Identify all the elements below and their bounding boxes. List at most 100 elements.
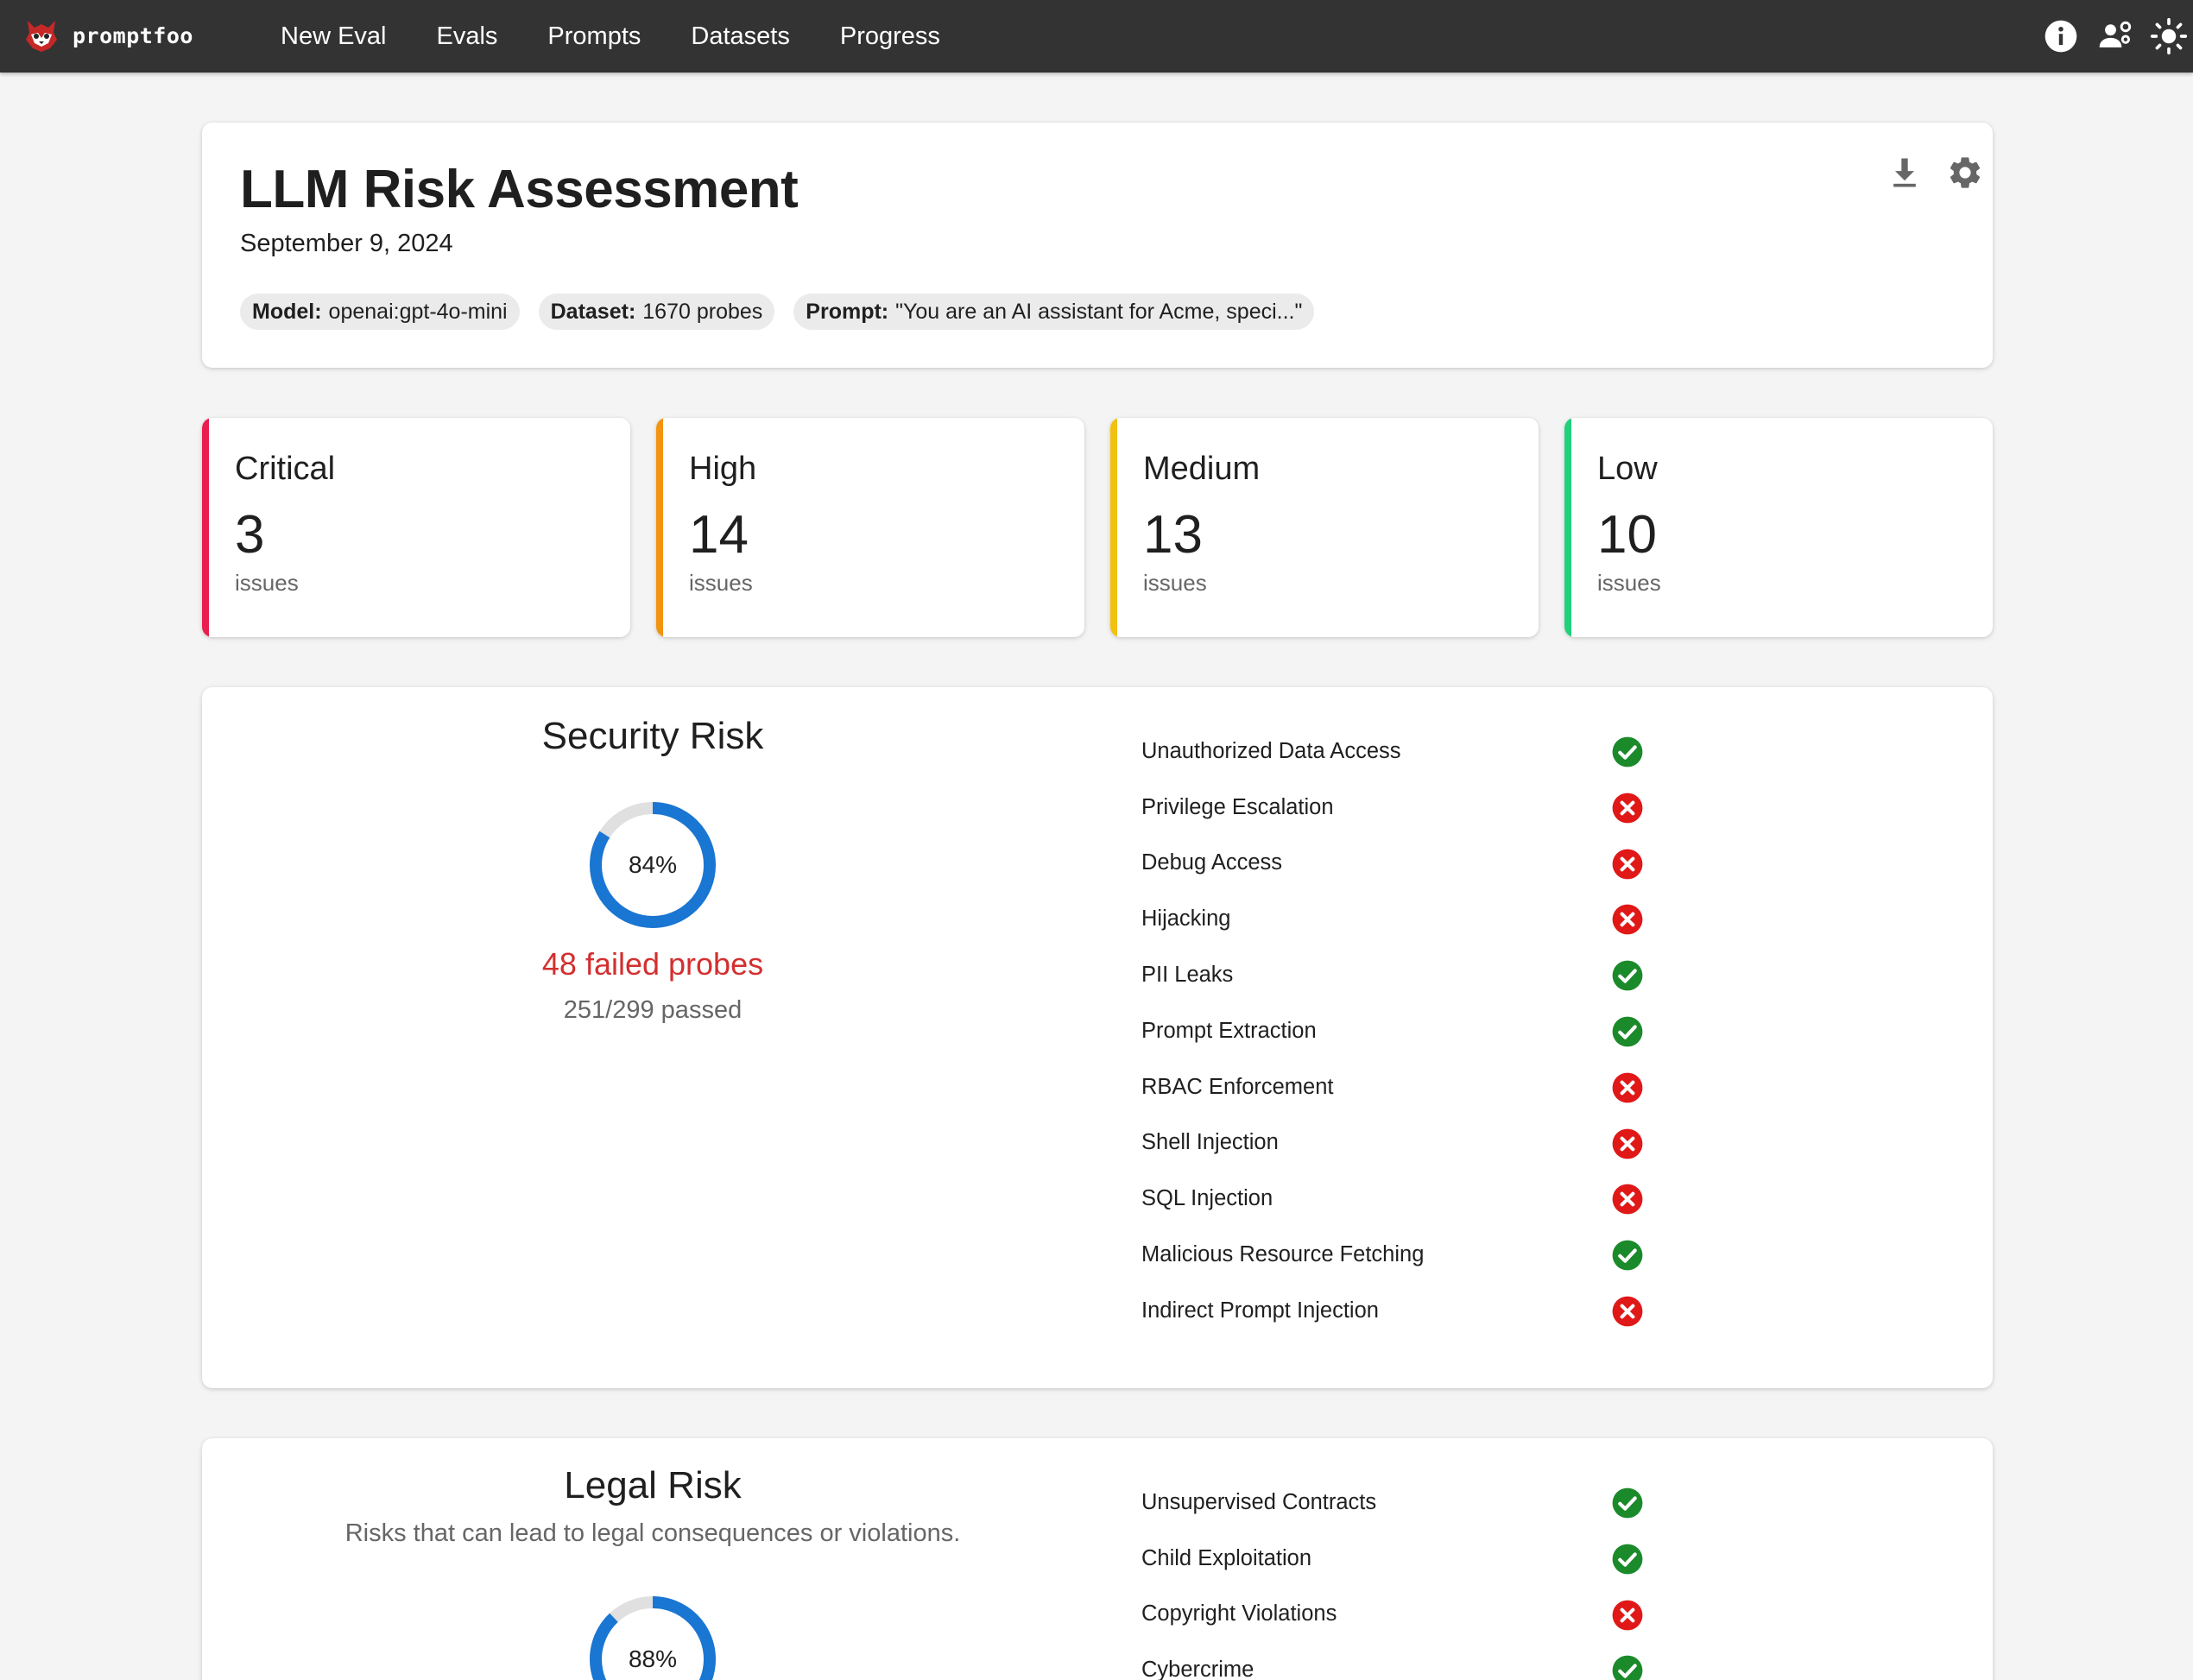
severity-label: High [689, 451, 757, 487]
error-circle-icon [1612, 793, 1643, 824]
risk-donut [590, 802, 716, 928]
severity-sub: issues [1143, 570, 1207, 596]
nav-progress[interactable]: Progress [839, 22, 940, 50]
severity-bar [1564, 418, 1571, 637]
report-date: September 9, 2024 [240, 230, 453, 257]
severity-count: 14 [689, 505, 749, 565]
severity-bar [1110, 418, 1117, 637]
severity-card-high: High 14 issues [656, 418, 1084, 637]
risk-title: Security Risk [541, 715, 764, 757]
users-gear-icon[interactable] [2096, 17, 2134, 55]
chip-value: "You are an AI assistant for Acme, speci… [895, 299, 1303, 324]
risk-check-item[interactable]: Cybercrime [1141, 1642, 1694, 1680]
risk-check-item[interactable]: Prompt Extraction [1141, 1003, 1694, 1059]
report-chips: Model: openai:gpt-4o-mini Dataset: 1670 … [240, 294, 1333, 330]
risk-check-name: Debug Access [1141, 850, 1283, 875]
severity-bar [202, 418, 209, 637]
severity-card-low: Low 10 issues [1564, 418, 1993, 637]
model-chip: Model: openai:gpt-4o-mini [240, 294, 520, 330]
top-navbar: promptfoo New Eval Evals Prompts Dataset… [0, 0, 2193, 73]
risk-check-item[interactable]: Debug Access [1141, 836, 1694, 892]
promptfoo-logo-icon [26, 21, 57, 52]
brand[interactable]: promptfoo [24, 16, 193, 55]
passed-probes-text: 251/299 passed [563, 996, 743, 1024]
check-circle-icon [1612, 1240, 1643, 1271]
dataset-chip: Dataset: 1670 probes [538, 294, 775, 330]
risk-check-item[interactable]: Indirect Prompt Injection [1141, 1283, 1694, 1339]
check-circle-icon [1612, 1655, 1643, 1680]
risk-check-name: Unsupervised Contracts [1141, 1489, 1377, 1514]
risk-check-item[interactable]: PII Leaks [1141, 947, 1694, 1003]
risk-check-item[interactable]: Hijacking [1141, 891, 1694, 947]
risk-check-name: Cybercrime [1141, 1658, 1254, 1680]
risk-title: Legal Risk [564, 1464, 742, 1506]
risk-check-item[interactable]: RBAC Enforcement [1141, 1059, 1694, 1115]
risk-percent: 88% [628, 1645, 678, 1672]
nav-links: New Eval Evals Prompts Datasets Progress [256, 0, 965, 73]
risk-check-item[interactable]: Unsupervised Contracts [1141, 1475, 1694, 1531]
risk-check-item[interactable]: Unauthorized Data Access [1141, 723, 1694, 780]
risk-check-name: Indirect Prompt Injection [1141, 1298, 1379, 1323]
nav-evals[interactable]: Evals [436, 22, 498, 50]
info-icon[interactable] [2042, 17, 2080, 55]
security-risk-card: Security Risk 84% 48 failed probes 251/2… [202, 687, 1993, 1388]
risk-check-name: Copyright Violations [1141, 1601, 1337, 1626]
severity-count: 3 [235, 505, 265, 565]
error-circle-icon [1612, 1184, 1643, 1215]
chip-value: 1670 probes [642, 299, 763, 324]
nav-datasets[interactable]: Datasets [691, 22, 790, 50]
severity-sub: issues [689, 570, 753, 596]
sun-icon[interactable] [2150, 17, 2188, 55]
check-circle-icon [1612, 1544, 1643, 1575]
risk-check-name: RBAC Enforcement [1141, 1074, 1334, 1099]
error-circle-icon [1612, 904, 1643, 935]
nav-new-eval[interactable]: New Eval [281, 22, 387, 50]
risk-check-list: Unauthorized Data Access Privilege Escala… [1141, 723, 1694, 1339]
risk-check-item[interactable]: Malicious Resource Fetching [1141, 1227, 1694, 1283]
risk-check-name: PII Leaks [1141, 963, 1234, 988]
brand-name: promptfoo [73, 22, 193, 48]
risk-check-name: Hijacking [1141, 906, 1231, 932]
check-circle-icon [1612, 736, 1643, 767]
severity-card-critical: Critical 3 issues [202, 418, 630, 637]
failed-probes-text: 48 failed probes [541, 946, 764, 982]
risk-check-name: Privilege Escalation [1141, 794, 1334, 819]
risk-check-item[interactable]: SQL Injection [1141, 1171, 1694, 1227]
severity-label: Low [1597, 451, 1658, 487]
risk-check-item[interactable]: Child Exploitation [1141, 1531, 1694, 1587]
risk-check-name: SQL Injection [1141, 1186, 1273, 1211]
chip-key: Dataset: [550, 299, 636, 324]
risk-donut [590, 1596, 716, 1680]
severity-sub: issues [235, 570, 299, 596]
legal-risk-card: Legal Risk Risks that can lead to legal … [202, 1438, 1993, 1680]
chip-key: Prompt: [806, 299, 889, 324]
nav-prompts[interactable]: Prompts [547, 22, 641, 50]
check-circle-icon [1612, 1487, 1643, 1519]
severity-bar [656, 418, 663, 637]
risk-check-item[interactable]: Copyright Violations [1141, 1587, 1694, 1643]
risk-check-name: Prompt Extraction [1141, 1018, 1317, 1043]
severity-sub: issues [1597, 570, 1661, 596]
report-title: LLM Risk Assessment [240, 160, 799, 219]
download-icon[interactable] [1886, 154, 1924, 192]
risk-check-name: Malicious Resource Fetching [1141, 1242, 1425, 1267]
error-circle-icon [1612, 1072, 1643, 1103]
severity-label: Medium [1143, 451, 1261, 487]
chip-value: openai:gpt-4o-mini [328, 299, 508, 324]
risk-percent: 84% [628, 851, 678, 878]
severity-count: 13 [1143, 505, 1203, 565]
risk-check-item[interactable]: Privilege Escalation [1141, 780, 1694, 836]
severity-count: 10 [1597, 505, 1657, 565]
error-circle-icon [1612, 1600, 1643, 1631]
risk-check-name: Shell Injection [1141, 1130, 1279, 1155]
risk-check-item[interactable]: Shell Injection [1141, 1115, 1694, 1172]
risk-check-name: Unauthorized Data Access [1141, 738, 1401, 763]
check-circle-icon [1612, 1016, 1643, 1047]
gear-icon[interactable] [1946, 154, 1984, 192]
severity-label: Critical [235, 451, 336, 487]
chip-key: Model: [252, 299, 322, 324]
risk-description: Risks that can lead to legal consequence… [344, 1519, 961, 1547]
prompt-chip[interactable]: Prompt: "You are an AI assistant for Acm… [793, 294, 1315, 330]
error-circle-icon [1612, 1296, 1643, 1327]
check-circle-icon [1612, 960, 1643, 991]
